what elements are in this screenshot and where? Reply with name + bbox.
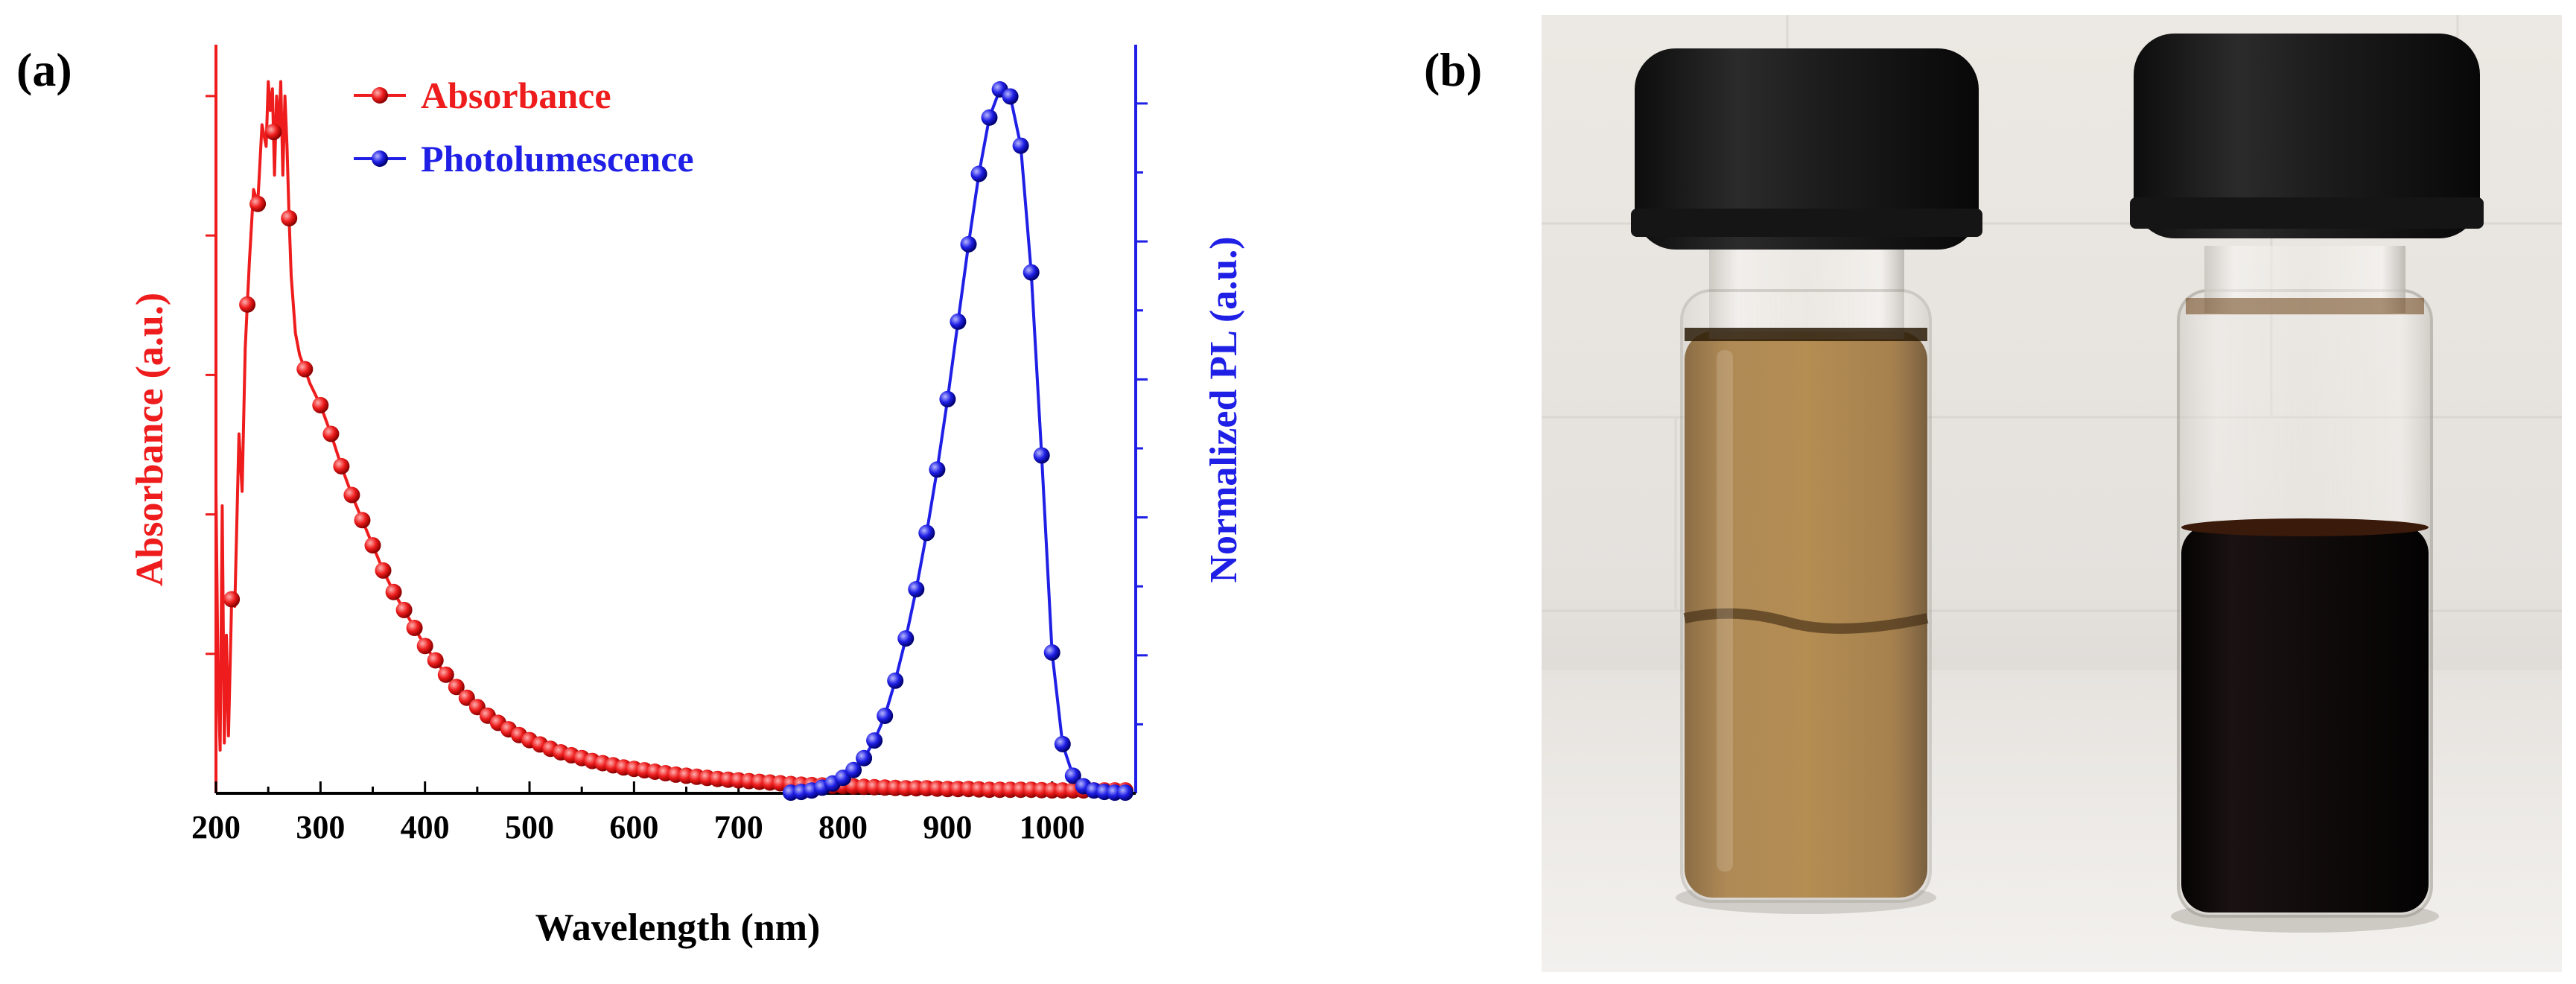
x-tick-label-200: 200 [191,809,241,845]
data-point-photoluminescence-14 [929,461,946,478]
vial-right-cap [2134,34,2480,238]
series-line-absorbance [214,80,1115,793]
data-point-photoluminescence-7 [856,749,873,766]
data-point-absorbance-12 [375,562,392,579]
data-point-photoluminescence-21 [1002,88,1019,105]
legend-marker-absorbance [372,87,388,104]
data-point-photoluminescence-22 [1012,137,1029,154]
y-axis-title-left: Absorbance (a.u.) [129,293,171,586]
data-point-photoluminescence-11 [897,630,915,647]
data-point-absorbance-7 [322,425,340,442]
x-tick-label-800: 800 [818,809,868,845]
data-point-photoluminescence-24 [1033,447,1050,464]
data-point-absorbance-1 [239,296,256,313]
x-tick-label-500: 500 [505,809,554,845]
data-point-absorbance-20 [458,689,475,706]
legend-label-photoluminescence: Photolumescence [421,138,694,180]
data-point-absorbance-10 [354,512,371,529]
panel-label-a: (a) [16,43,72,96]
data-point-absorbance-3 [265,124,282,141]
data-point-absorbance-16 [416,638,433,655]
data-point-photoluminescence-26 [1054,735,1071,752]
data-point-absorbance-9 [343,486,360,504]
vial-left-sediment-line [1683,608,1929,634]
vial-left-cap-band [1631,209,1982,237]
data-point-photoluminescence-23 [1023,264,1040,281]
vials-photo [1542,15,2562,972]
series-line-photoluminescence [790,88,1125,795]
y-axis-title-right: Normalized PL (a.u.) [1203,236,1245,583]
chart-series [214,80,1133,802]
data-point-absorbance-13 [385,583,402,600]
chart-axes [206,45,1148,795]
panel-label-b: (b) [1424,43,1482,96]
data-point-photoluminescence-27 [1064,767,1081,784]
data-point-absorbance-11 [364,537,381,554]
vial-left-cap [1635,48,1979,250]
data-point-photoluminescence-19 [981,109,998,126]
chart-legend: Absorbance Photolumescence [354,74,694,180]
data-point-photoluminescence-9 [877,708,894,724]
x-tick-label-600: 600 [609,809,658,845]
data-point-absorbance-4 [281,210,298,226]
x-tick-label-300: 300 [296,809,345,845]
spectrum-chart: 200 300 400 500 600 700 800 900 1000 Wavelength … [129,45,1245,949]
data-point-photoluminescence-25 [1043,644,1060,661]
data-point-photoluminescence-18 [970,165,988,182]
data-point-absorbance-0 [223,591,241,608]
x-tick-label-1000: 1000 [1020,809,1085,845]
data-point-photoluminescence-6 [845,761,862,778]
vial-left-glass [1680,289,1932,903]
vial-left [1631,48,1982,914]
data-point-photoluminescence-32 [1117,784,1133,802]
data-point-absorbance-14 [395,601,413,618]
data-point-absorbance-15 [406,620,423,636]
data-point-absorbance-8 [333,457,350,474]
data-point-absorbance-6 [312,396,329,413]
data-point-absorbance-19 [448,679,465,696]
vial-right-cap-band [2130,197,2484,229]
vial-left-meniscus [1685,328,1927,341]
data-point-photoluminescence-16 [950,313,967,330]
legend-marker-photoluminescence [372,150,388,167]
data-point-absorbance-5 [296,361,314,378]
data-point-absorbance-18 [437,666,454,683]
vial-right-meniscus [2181,518,2429,536]
data-point-photoluminescence-8 [866,732,883,749]
vial-right-liquid [2181,525,2429,912]
x-axis-title: Wavelength (nm) [535,907,821,949]
data-point-absorbance-2 [249,195,267,212]
vial-right-residue-ring [2186,298,2424,314]
x-tick-labels: 200 300 400 500 600 700 800 900 1000 [191,809,1085,845]
data-point-photoluminescence-10 [887,672,904,689]
data-point-photoluminescence-13 [918,524,935,542]
data-point-absorbance-17 [427,652,444,669]
vial-left-highlight [1717,350,1733,872]
data-point-photoluminescence-15 [939,390,956,407]
legend-label-absorbance: Absorbance [421,74,611,116]
data-point-photoluminescence-17 [960,235,977,253]
data-point-photoluminescence-12 [908,581,925,597]
x-tick-label-700: 700 [714,809,763,845]
x-tick-label-400: 400 [401,809,450,845]
vial-right [2130,34,2484,933]
x-tick-label-900: 900 [923,809,972,845]
